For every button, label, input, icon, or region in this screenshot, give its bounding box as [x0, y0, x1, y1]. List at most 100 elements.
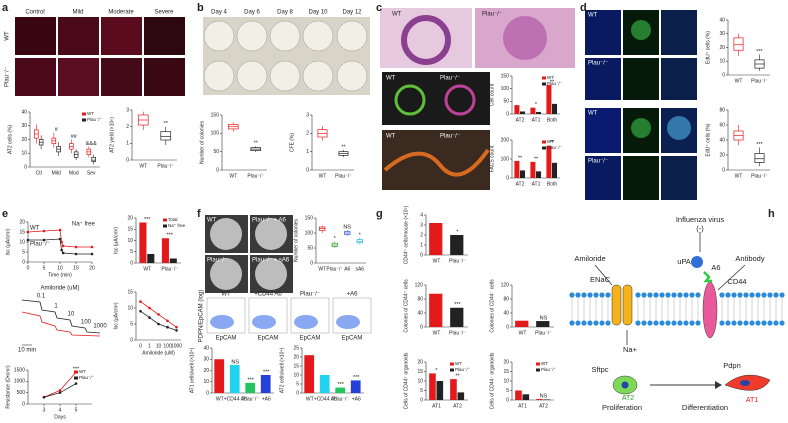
annotation: *** — [144, 217, 151, 223]
bar — [436, 381, 444, 400]
y-tick-label: 10 — [127, 305, 133, 311]
annotation: ** — [534, 156, 539, 162]
x-tick-label: Mild — [52, 170, 61, 176]
y-tick-label: 15 — [503, 369, 509, 375]
y-tick-label: 2 — [306, 131, 309, 137]
y-tick-label: 0 — [130, 260, 133, 266]
x-tick-label: Plau⁻/⁻ — [751, 78, 768, 84]
lipid — [659, 292, 665, 298]
lipid — [659, 320, 665, 326]
label: Sftpc — [591, 365, 608, 374]
y-tick-label: 15 — [417, 369, 423, 375]
lipid — [677, 292, 683, 298]
x-tick-label: 5 — [75, 407, 78, 413]
annotation: NS — [343, 224, 351, 230]
bar — [319, 375, 330, 393]
point — [175, 325, 178, 329]
lipid — [755, 292, 761, 298]
x-tick-label: WT — [306, 396, 314, 402]
annotation: ## — [71, 134, 78, 140]
lipid — [761, 320, 767, 326]
label: Differentiation — [682, 403, 728, 412]
panel-label: d — [580, 2, 587, 14]
x-axis-label: Amiloride (uM) — [142, 350, 175, 356]
bar — [530, 107, 536, 114]
label: EpCAM — [342, 336, 363, 342]
trace — [21, 311, 101, 337]
y-tick-label: 10 — [19, 239, 25, 245]
label: +CD44 Ab — [254, 292, 282, 298]
annotation: # — [55, 127, 59, 133]
y-tick-label: 10 — [503, 378, 509, 384]
y-tick-label: 100 — [501, 86, 510, 92]
lipid — [725, 292, 731, 298]
x-tick-label: 4 — [59, 407, 62, 413]
x-tick-label: 1000 — [171, 343, 182, 349]
legend-label: WT — [79, 369, 86, 374]
lipid — [773, 292, 779, 298]
y-axis-label: AT2 cells/well (×10⁴) — [279, 347, 285, 393]
lipid — [767, 292, 773, 298]
lipid — [605, 292, 611, 298]
legend-swatch — [536, 368, 540, 372]
fluorescence — [382, 72, 490, 125]
y-tick-label: 3 — [420, 222, 423, 228]
label: Plau⁻/⁻ + A6 — [252, 218, 287, 224]
point — [139, 309, 142, 313]
x-tick-label: 100 — [163, 343, 172, 349]
point — [148, 306, 151, 310]
bar — [536, 171, 542, 178]
y-tick-label: 40 — [21, 109, 27, 115]
label: Amiloride — [574, 254, 605, 263]
x-tick-label: WT — [319, 173, 327, 179]
lipid — [575, 292, 581, 298]
y-tick-label: 80 — [719, 107, 725, 113]
y-tick-label: 4 — [420, 212, 423, 218]
bar — [450, 379, 457, 400]
bar — [457, 392, 465, 400]
bar — [536, 399, 543, 400]
x-tick-label: +CD44 Ab — [224, 396, 247, 402]
panel-label: c — [376, 2, 382, 14]
label: WT — [392, 12, 402, 18]
micrograph — [15, 58, 56, 96]
lipid — [689, 320, 695, 326]
micrograph — [144, 17, 185, 55]
y-tick-label: 0 — [126, 157, 129, 163]
label: Plau⁻/⁻ + sA6 — [252, 258, 290, 264]
point — [74, 245, 78, 249]
airway — [401, 15, 451, 65]
y-tick-label: 0 — [722, 72, 725, 78]
y-axis-label: Resistance (Ω•cm²) — [5, 365, 11, 409]
label: PDPN/EpCAM (log) — [199, 290, 205, 343]
y-tick-label: 100 — [211, 131, 220, 137]
y-tick-label: 10 — [293, 372, 299, 378]
stain — [394, 84, 426, 116]
y-tick-label: 40 — [417, 310, 423, 316]
label: 10 min — [18, 348, 36, 354]
lipid — [569, 292, 575, 298]
lipid — [593, 320, 599, 326]
bar — [536, 321, 550, 327]
label: 10 — [68, 312, 75, 318]
lipid — [689, 292, 695, 298]
label: WT — [30, 226, 40, 232]
lipid — [593, 292, 599, 298]
y-tick-label: 30 — [719, 31, 725, 37]
x-tick-label: WT — [735, 78, 743, 84]
lipid — [587, 320, 593, 326]
lipid — [737, 320, 743, 326]
y-axis-label: FACS count — [489, 145, 495, 172]
y-tick-label: 0 — [130, 337, 133, 343]
y-tick-label: 5 — [130, 321, 133, 327]
label: Plau⁻/⁻ — [300, 292, 320, 298]
point — [166, 319, 169, 323]
point — [74, 252, 78, 256]
x-tick-label: 3 — [43, 407, 46, 413]
label: (-) — [696, 224, 704, 233]
lipid — [653, 292, 659, 298]
point — [148, 316, 151, 319]
label: Amiloride (uM) — [40, 286, 79, 292]
legend-label: WT — [455, 361, 462, 366]
